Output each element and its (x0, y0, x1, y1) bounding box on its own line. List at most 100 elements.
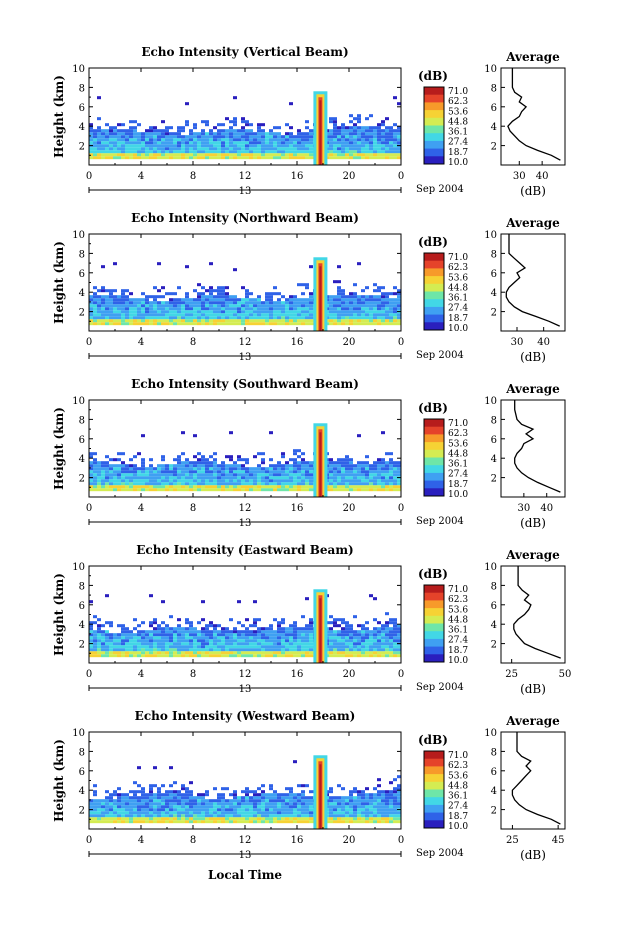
heatmap-cell (165, 485, 169, 489)
colorbar-tick-label: 18.7 (448, 480, 468, 490)
heatmap-cell (297, 316, 301, 320)
heatmap-cell (141, 645, 145, 649)
heatmap-cell (229, 295, 233, 299)
heatmap-cell (301, 636, 305, 640)
heatmap-cell (365, 310, 369, 314)
heatmap-cell (245, 313, 249, 317)
heatmap-cell (345, 470, 349, 474)
heatmap-cell (241, 482, 245, 486)
heatmap-cell (289, 141, 293, 145)
heatmap-cell (213, 458, 217, 462)
heatmap-cell (213, 488, 217, 492)
heatmap-cell (289, 307, 293, 311)
heatmap-cell (257, 123, 261, 127)
heatmap-cell (129, 298, 133, 302)
heatmap-cell (173, 651, 177, 655)
colorbar-tick-label: 71.0 (448, 87, 468, 97)
heatmap-cell (269, 431, 273, 435)
heatmap-cell (305, 485, 309, 489)
heatmap-cell (177, 141, 181, 145)
heatmap-cell (337, 630, 341, 634)
heatmap-cell (381, 301, 385, 305)
heatmap-cell (233, 117, 237, 121)
heatmap-cell (333, 310, 337, 314)
heatmap-cell (197, 147, 201, 151)
heatmap-cell (341, 292, 345, 296)
heatmap-cell (365, 802, 369, 806)
heatmap-cell (249, 636, 253, 640)
heatmap-cell (357, 319, 361, 323)
heatmap-cell (121, 473, 125, 477)
heatmap-cell (341, 319, 345, 323)
heatmap-cell (381, 156, 385, 160)
heatmap-cell (257, 310, 261, 314)
heatmap-cell (345, 298, 349, 302)
heatmap-cell (369, 307, 373, 311)
heatmap-cell (277, 654, 281, 658)
heatmap-cell (369, 642, 373, 646)
heatmap-cell (101, 461, 105, 465)
heatmap-cell (241, 316, 245, 320)
heatmap-cell (373, 313, 377, 317)
heatmap-cell (189, 820, 193, 824)
heatmap-cell (161, 144, 165, 148)
heatmap-cell (169, 153, 173, 157)
heatmap-cell (273, 805, 277, 809)
heatmap-cell (281, 648, 285, 652)
heatmap-cell (261, 799, 265, 803)
heatmap-cell (193, 304, 197, 308)
heatmap-cell (337, 141, 341, 145)
heatmap-cell (145, 636, 149, 640)
heatmap-cell (109, 153, 113, 157)
heatmap-cell (185, 319, 189, 323)
y-tick-label: 2 (79, 640, 85, 651)
heatmap-cell (193, 802, 197, 806)
heatmap-cell (245, 808, 249, 812)
heatmap-cell (205, 301, 209, 305)
heatmap-cell (369, 153, 373, 157)
heatmap-cell (333, 802, 337, 806)
heatmap-cell (173, 132, 177, 136)
heatmap-cell (285, 633, 289, 637)
heatmap-cell (353, 316, 357, 320)
heatmap-cell (173, 292, 177, 296)
heatmap-cell (209, 817, 213, 821)
heatmap-cell (189, 473, 193, 477)
heatmap-cell (353, 132, 357, 136)
heatmap-cell (397, 636, 401, 640)
heatmap-cell (233, 156, 237, 160)
heatmap-cell (237, 322, 241, 326)
heatmap-cell (393, 820, 397, 824)
heatmap-cell (101, 799, 105, 803)
colorbar-swatch (424, 291, 444, 300)
heatmap-cell (237, 467, 241, 471)
heatmap-cell (109, 645, 113, 649)
heatmap-cell (349, 470, 353, 474)
heatmap-cell (361, 141, 365, 145)
heatmap-cell (217, 805, 221, 809)
heatmap-cell (301, 802, 305, 806)
heatmap-cell (309, 648, 313, 652)
heatmap-cell (249, 811, 253, 815)
heatmap-cell (285, 817, 289, 821)
heatmap-cell (349, 153, 353, 157)
heatmap-cell (293, 793, 297, 797)
heatmap-cell (349, 310, 353, 314)
heatmap-cell (305, 126, 309, 130)
heatmap-cell (109, 642, 113, 646)
heatmap-cell (305, 150, 309, 154)
heatmap-cell (389, 135, 393, 139)
heatmap-cell (293, 651, 297, 655)
heatmap-cell (393, 138, 397, 142)
heatmap-cell (193, 482, 197, 486)
heatmap-cell (213, 126, 217, 130)
heatmap-cell (245, 301, 249, 305)
heatmap-cell (353, 135, 357, 139)
heatmap-cell (265, 799, 269, 803)
heatmap-cell (377, 621, 381, 625)
heatmap-cell (245, 645, 249, 649)
heatmap-cell (157, 645, 161, 649)
heatmap-cell (265, 820, 269, 824)
heatmap-cell (165, 479, 169, 483)
heatmap-cell (153, 476, 157, 480)
